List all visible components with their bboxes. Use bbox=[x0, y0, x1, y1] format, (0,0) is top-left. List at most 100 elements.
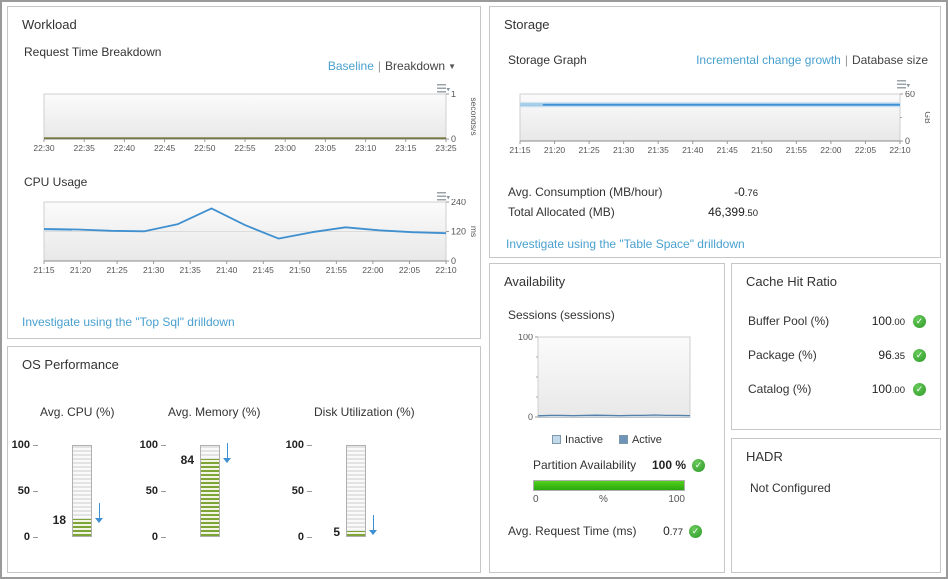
svg-text:21:50: 21:50 bbox=[751, 145, 773, 155]
gauge-disk-utilization-value: 5 bbox=[333, 525, 340, 539]
gauge-avg-memory: Avg. Memory (%) 100 50 0 84 bbox=[138, 405, 261, 565]
svg-text:0: 0 bbox=[905, 136, 910, 146]
cpu-usage-chart: 0 120 240 21:15 21:20 21:25 21:30 21:35 21:40 21:… bbox=[30, 197, 479, 275]
storage-panel: Storage Storage Graph Incremental change… bbox=[489, 6, 941, 258]
svg-text:21:45: 21:45 bbox=[717, 145, 739, 155]
hadr-status: Not Configured bbox=[750, 481, 831, 495]
baseline-link[interactable]: Baseline bbox=[327, 59, 374, 73]
avg-consumption-label: Avg. Consumption (MB/hour) bbox=[508, 185, 663, 199]
gauge-avg-cpu: Avg. CPU (%) 100 50 0 18 bbox=[10, 405, 130, 565]
gauge-marker-icon bbox=[95, 501, 104, 523]
svg-text:21:20: 21:20 bbox=[70, 265, 92, 275]
sessions-label: Sessions (sessions) bbox=[508, 308, 615, 322]
svg-text:22:40: 22:40 bbox=[114, 143, 136, 153]
legend-item-inactive: Inactive bbox=[552, 434, 603, 446]
gauge-avg-cpu-value: 18 bbox=[52, 513, 66, 527]
svg-text:22:10: 22:10 bbox=[435, 265, 457, 275]
svg-text:21:25: 21:25 bbox=[106, 265, 128, 275]
partition-bar-fill bbox=[534, 481, 684, 490]
svg-text:22:00: 22:00 bbox=[820, 145, 842, 155]
request-time-chart: 0 1 22:30 22:35 22:40 22:45 22:50 22:55 23:00 23:… bbox=[30, 89, 479, 153]
total-allocated-row: Total Allocated (MB) 46,399.50 bbox=[508, 205, 758, 219]
avg-request-time-row: Avg. Request Time (ms) 0.77 ✓ bbox=[508, 524, 702, 538]
inactive-swatch-icon bbox=[552, 435, 562, 444]
gauge-fill bbox=[347, 531, 365, 536]
svg-text:60: 60 bbox=[905, 91, 915, 99]
top-sql-drilldown-link[interactable]: Investigate using the "Top Sql" drilldow… bbox=[22, 315, 235, 329]
svg-text:23:10: 23:10 bbox=[355, 143, 377, 153]
gauge-avg-memory-bar bbox=[200, 445, 220, 537]
gauge-fill bbox=[73, 519, 91, 536]
svg-text:21:15: 21:15 bbox=[509, 145, 531, 155]
table-space-drilldown-link[interactable]: Investigate using the "Table Space" dril… bbox=[506, 237, 745, 251]
avg-request-time-label: Avg. Request Time (ms) bbox=[508, 524, 637, 538]
hadr-panel: HADR Not Configured bbox=[731, 438, 941, 573]
svg-text:23:15: 23:15 bbox=[395, 143, 417, 153]
total-allocated-label: Total Allocated (MB) bbox=[508, 205, 615, 219]
cache-hit-ratio-title: Cache Hit Ratio bbox=[746, 274, 838, 289]
ok-check-icon: ✓ bbox=[692, 458, 705, 472]
svg-text:0: 0 bbox=[528, 412, 533, 422]
storage-graph-label: Storage Graph bbox=[508, 53, 587, 67]
avg-consumption-row: Avg. Consumption (MB/hour) -0.76 bbox=[508, 185, 758, 199]
gauge-disk-utilization: Disk Utilization (%) 100 50 0 5 bbox=[284, 405, 415, 565]
hadr-title: HADR bbox=[746, 449, 783, 464]
gauge-avg-memory-label: Avg. Memory (%) bbox=[168, 405, 261, 419]
buffer-pool-value: 100.00 bbox=[871, 314, 905, 328]
svg-text:22:45: 22:45 bbox=[154, 143, 176, 153]
cache-hit-ratio-panel: Cache Hit Ratio Buffer Pool (%) 100.00 ✓… bbox=[731, 263, 941, 430]
catalog-row: Catalog (%) 100.00 ✓ bbox=[748, 382, 926, 396]
gauge-marker-icon bbox=[369, 513, 378, 535]
active-swatch-icon bbox=[618, 435, 628, 444]
svg-text:1: 1 bbox=[451, 91, 456, 99]
gauge-fill bbox=[201, 459, 219, 536]
total-allocated-value: 46,399.50 bbox=[708, 205, 758, 219]
request-time-breakdown-label: Request Time Breakdown bbox=[24, 45, 162, 59]
chart-options-icon[interactable] bbox=[437, 83, 450, 95]
database-size-link[interactable]: Database size bbox=[851, 53, 928, 67]
buffer-pool-label: Buffer Pool (%) bbox=[748, 314, 830, 328]
chart-options-icon[interactable] bbox=[897, 79, 910, 91]
incremental-change-growth-link[interactable]: Incremental change growth bbox=[696, 53, 841, 67]
svg-text:22:55: 22:55 bbox=[234, 143, 256, 153]
package-label: Package (%) bbox=[748, 348, 817, 362]
storage-view-switcher: Incremental change growth | Database size bbox=[696, 53, 928, 67]
svg-text:21:40: 21:40 bbox=[216, 265, 238, 275]
svg-text:21:50: 21:50 bbox=[289, 265, 311, 275]
gauge-disk-utilization-bar bbox=[346, 445, 366, 537]
svg-text:21:20: 21:20 bbox=[544, 145, 566, 155]
partition-availability-value: 100 % bbox=[651, 458, 686, 472]
workload-title: Workload bbox=[22, 17, 77, 32]
avg-request-time-value: 0.77 bbox=[663, 524, 683, 538]
package-value: 96.35 bbox=[878, 348, 905, 362]
breakdown-link[interactable]: Breakdown bbox=[385, 59, 446, 73]
svg-text:22:00: 22:00 bbox=[362, 265, 384, 275]
chart-options-icon[interactable] bbox=[437, 191, 450, 203]
link-separator: | bbox=[377, 59, 382, 73]
svg-text:21:30: 21:30 bbox=[143, 265, 165, 275]
gauge-avg-cpu-bar bbox=[72, 445, 92, 537]
svg-text:100: 100 bbox=[518, 334, 533, 342]
workload-panel: Workload Request Time Breakdown Baseline… bbox=[7, 6, 481, 339]
svg-text:0: 0 bbox=[451, 256, 456, 266]
cpu-usage-label: CPU Usage bbox=[24, 175, 88, 189]
gauge-disk-utilization-body: 100 50 0 5 bbox=[284, 439, 394, 549]
partition-scale: 0 % 100 bbox=[533, 494, 685, 505]
svg-text:21:35: 21:35 bbox=[180, 265, 202, 275]
svg-text:21:55: 21:55 bbox=[786, 145, 808, 155]
legend-item-active: Active bbox=[618, 434, 662, 446]
partition-availability-row: Partition Availability 100 % ✓ bbox=[533, 458, 705, 472]
gauge-avg-cpu-label: Avg. CPU (%) bbox=[40, 405, 115, 419]
svg-text:21:40: 21:40 bbox=[682, 145, 704, 155]
gauge-avg-memory-value: 84 bbox=[180, 453, 194, 467]
link-separator: | bbox=[844, 53, 848, 67]
catalog-label: Catalog (%) bbox=[748, 382, 812, 396]
catalog-value: 100.00 bbox=[871, 382, 905, 396]
svg-text:22:05: 22:05 bbox=[399, 265, 421, 275]
gauge-marker-icon bbox=[223, 441, 232, 463]
svg-text:GB: GB bbox=[923, 111, 930, 124]
svg-text:22:30: 22:30 bbox=[33, 143, 55, 153]
svg-text:23:00: 23:00 bbox=[275, 143, 297, 153]
ok-check-icon: ✓ bbox=[913, 348, 926, 362]
breakdown-dropdown-icon[interactable]: ▼ bbox=[448, 62, 456, 71]
